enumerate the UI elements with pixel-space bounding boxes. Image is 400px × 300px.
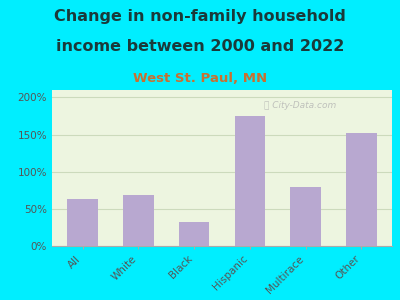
Text: West St. Paul, MN: West St. Paul, MN [133, 72, 267, 85]
Bar [234, 116, 265, 246]
Bar [123, 196, 154, 246]
Bar [67, 199, 98, 246]
Bar [346, 133, 377, 246]
Text: Change in non-family household: Change in non-family household [54, 9, 346, 24]
Bar [290, 187, 321, 246]
Bar [179, 222, 210, 246]
Text: income between 2000 and 2022: income between 2000 and 2022 [56, 39, 344, 54]
Text: Ⓣ City-Data.com: Ⓣ City-Data.com [264, 101, 336, 110]
